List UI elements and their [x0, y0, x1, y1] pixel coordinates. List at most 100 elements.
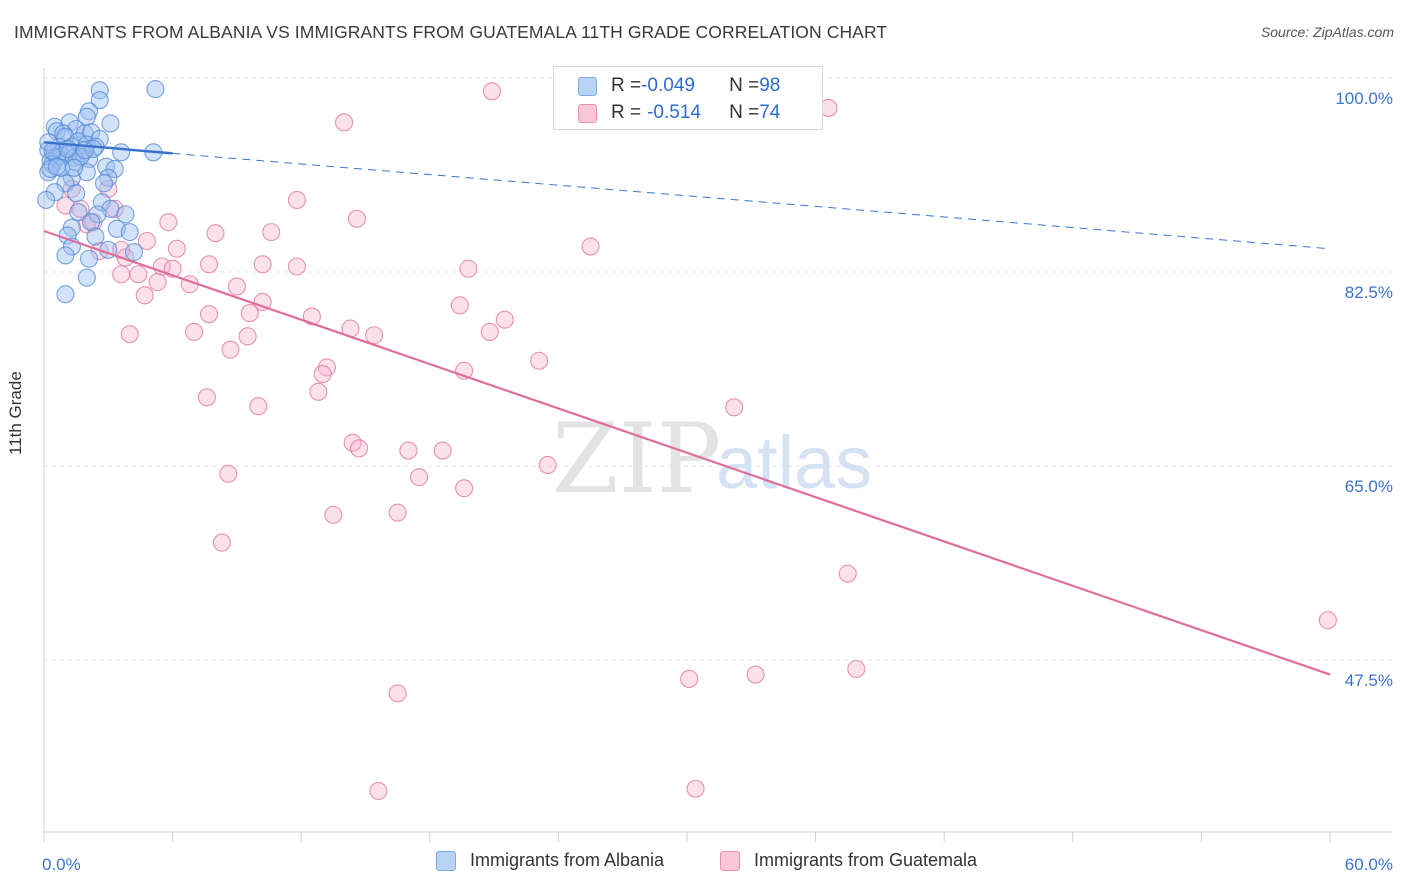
guatemala-point [253, 292, 272, 312]
albania-point [90, 91, 109, 110]
series-legend: Immigrants from Albania Immigrants from … [0, 850, 1406, 880]
legend-r-label: R = [611, 75, 642, 96]
y-tick-label: 47.5% [1345, 671, 1393, 690]
guatemala-point [287, 190, 306, 210]
guatemala-point [399, 441, 418, 460]
legend-label-guatemala: Immigrants from Guatemala [754, 850, 978, 870]
albania-point [56, 246, 75, 265]
guatemala-point [249, 397, 268, 416]
legend-item-guatemala[interactable]: Immigrants from Guatemala [720, 850, 977, 871]
legend-row-albania: R = -0.049 N = 98 [578, 74, 780, 98]
guatemala-point [581, 237, 600, 256]
legend-n-label: N = [729, 102, 760, 123]
guatemala-point [227, 277, 246, 296]
guatemala-point [725, 398, 744, 417]
guatemala-point [184, 322, 204, 341]
albania-point [56, 285, 75, 304]
albania-point [146, 80, 165, 99]
albania-point [112, 143, 131, 162]
legend-swatch-guatemala [578, 103, 597, 123]
guatemala-point [167, 239, 186, 258]
guatemala-point [313, 365, 332, 384]
albania-trend-extension [172, 152, 1331, 250]
guatemala-point [459, 259, 478, 278]
guatemala-point [116, 248, 135, 267]
legend-r-value-albania: -0.049 [641, 75, 695, 96]
guatemala-point [847, 659, 866, 679]
guatemala-point [148, 272, 167, 292]
y-tick-label: 82.5% [1345, 283, 1393, 302]
guatemala-point [686, 779, 705, 798]
legend-n-value-guatemala: 74 [759, 102, 781, 123]
albania-point [43, 142, 62, 161]
guatemala-point [238, 327, 257, 346]
guatemala-point [262, 223, 281, 242]
albania-point [77, 268, 96, 287]
albania-point [90, 81, 109, 100]
guatemala-point [309, 382, 328, 401]
legend-row-guatemala: R = -0.514 N = 74 [578, 101, 780, 125]
axes [43, 68, 1392, 842]
guatemala-point [433, 441, 452, 460]
guatemala-point [680, 669, 699, 689]
legend-n-value-albania: 98 [759, 75, 781, 96]
guatemala-point [388, 684, 407, 703]
legend-swatch-albania [436, 850, 456, 871]
guatemala-point [455, 479, 474, 498]
tick-labels: 47.5% 65.0% 82.5% 100.0% 0.0% 60.0% [42, 89, 1393, 874]
chart-title: IMMIGRANTS FROM ALBANIA VS IMMIGRANTS FR… [14, 22, 888, 42]
legend-swatch-albania [578, 76, 597, 96]
guatemala-point [199, 305, 219, 324]
guatemala-point [240, 304, 259, 323]
albania-point [82, 213, 101, 232]
y-tick-label: 100.0% [1335, 89, 1393, 108]
guatemala-point [495, 310, 514, 329]
albania-point [67, 184, 86, 203]
albania-point [94, 174, 114, 193]
x-tick-label: 0.0% [42, 855, 81, 874]
guatemala-point [159, 213, 178, 232]
albania-point [37, 190, 56, 210]
guatemala-point [365, 326, 384, 345]
legend-label-albania: Immigrants from Albania [470, 850, 665, 870]
legend-r-label: R = [611, 102, 642, 123]
guatemala-trend-line [43, 229, 1331, 676]
grid-lines [44, 77, 1392, 661]
albania-point [69, 203, 88, 222]
legend-r-value-guatemala: -0.514 [647, 102, 701, 123]
guatemala-point [480, 322, 499, 341]
guatemala-point [287, 257, 306, 276]
guatemala-point [212, 533, 231, 552]
source-label: Source: ZipAtlas.com [1260, 24, 1394, 40]
guatemala-point [838, 564, 857, 583]
guatemala-point [350, 439, 369, 458]
albania-point [79, 249, 99, 268]
legend-swatch-guatemala [720, 850, 740, 871]
albania-point [105, 159, 124, 178]
guatemala-point [206, 224, 225, 243]
data-points [37, 80, 1337, 801]
guatemala-point [746, 665, 765, 684]
guatemala-point [324, 505, 343, 524]
guatemala-point [369, 781, 388, 801]
guatemala-point [302, 307, 321, 326]
guatemala-point [137, 231, 156, 251]
guatemala-point [219, 464, 238, 483]
guatemala-point [253, 255, 272, 274]
albania-point [120, 223, 139, 242]
albania-point [124, 243, 144, 262]
correlation-legend: R = -0.049 N = 98 R = -0.514 N = 74 [553, 66, 823, 130]
guatemala-point [450, 296, 469, 315]
guatemala-point [120, 325, 139, 344]
guatemala-point [410, 468, 429, 487]
legend-n-label: N = [729, 75, 760, 96]
legend-item-albania[interactable]: Immigrants from Albania [436, 850, 664, 871]
albania-trend-line [43, 141, 173, 155]
albania-point [47, 157, 66, 176]
guatemala-point [135, 286, 154, 305]
trend-lines [43, 141, 1331, 676]
albania-point [64, 158, 84, 177]
guatemala-point [199, 255, 219, 274]
guatemala-point [112, 265, 131, 284]
